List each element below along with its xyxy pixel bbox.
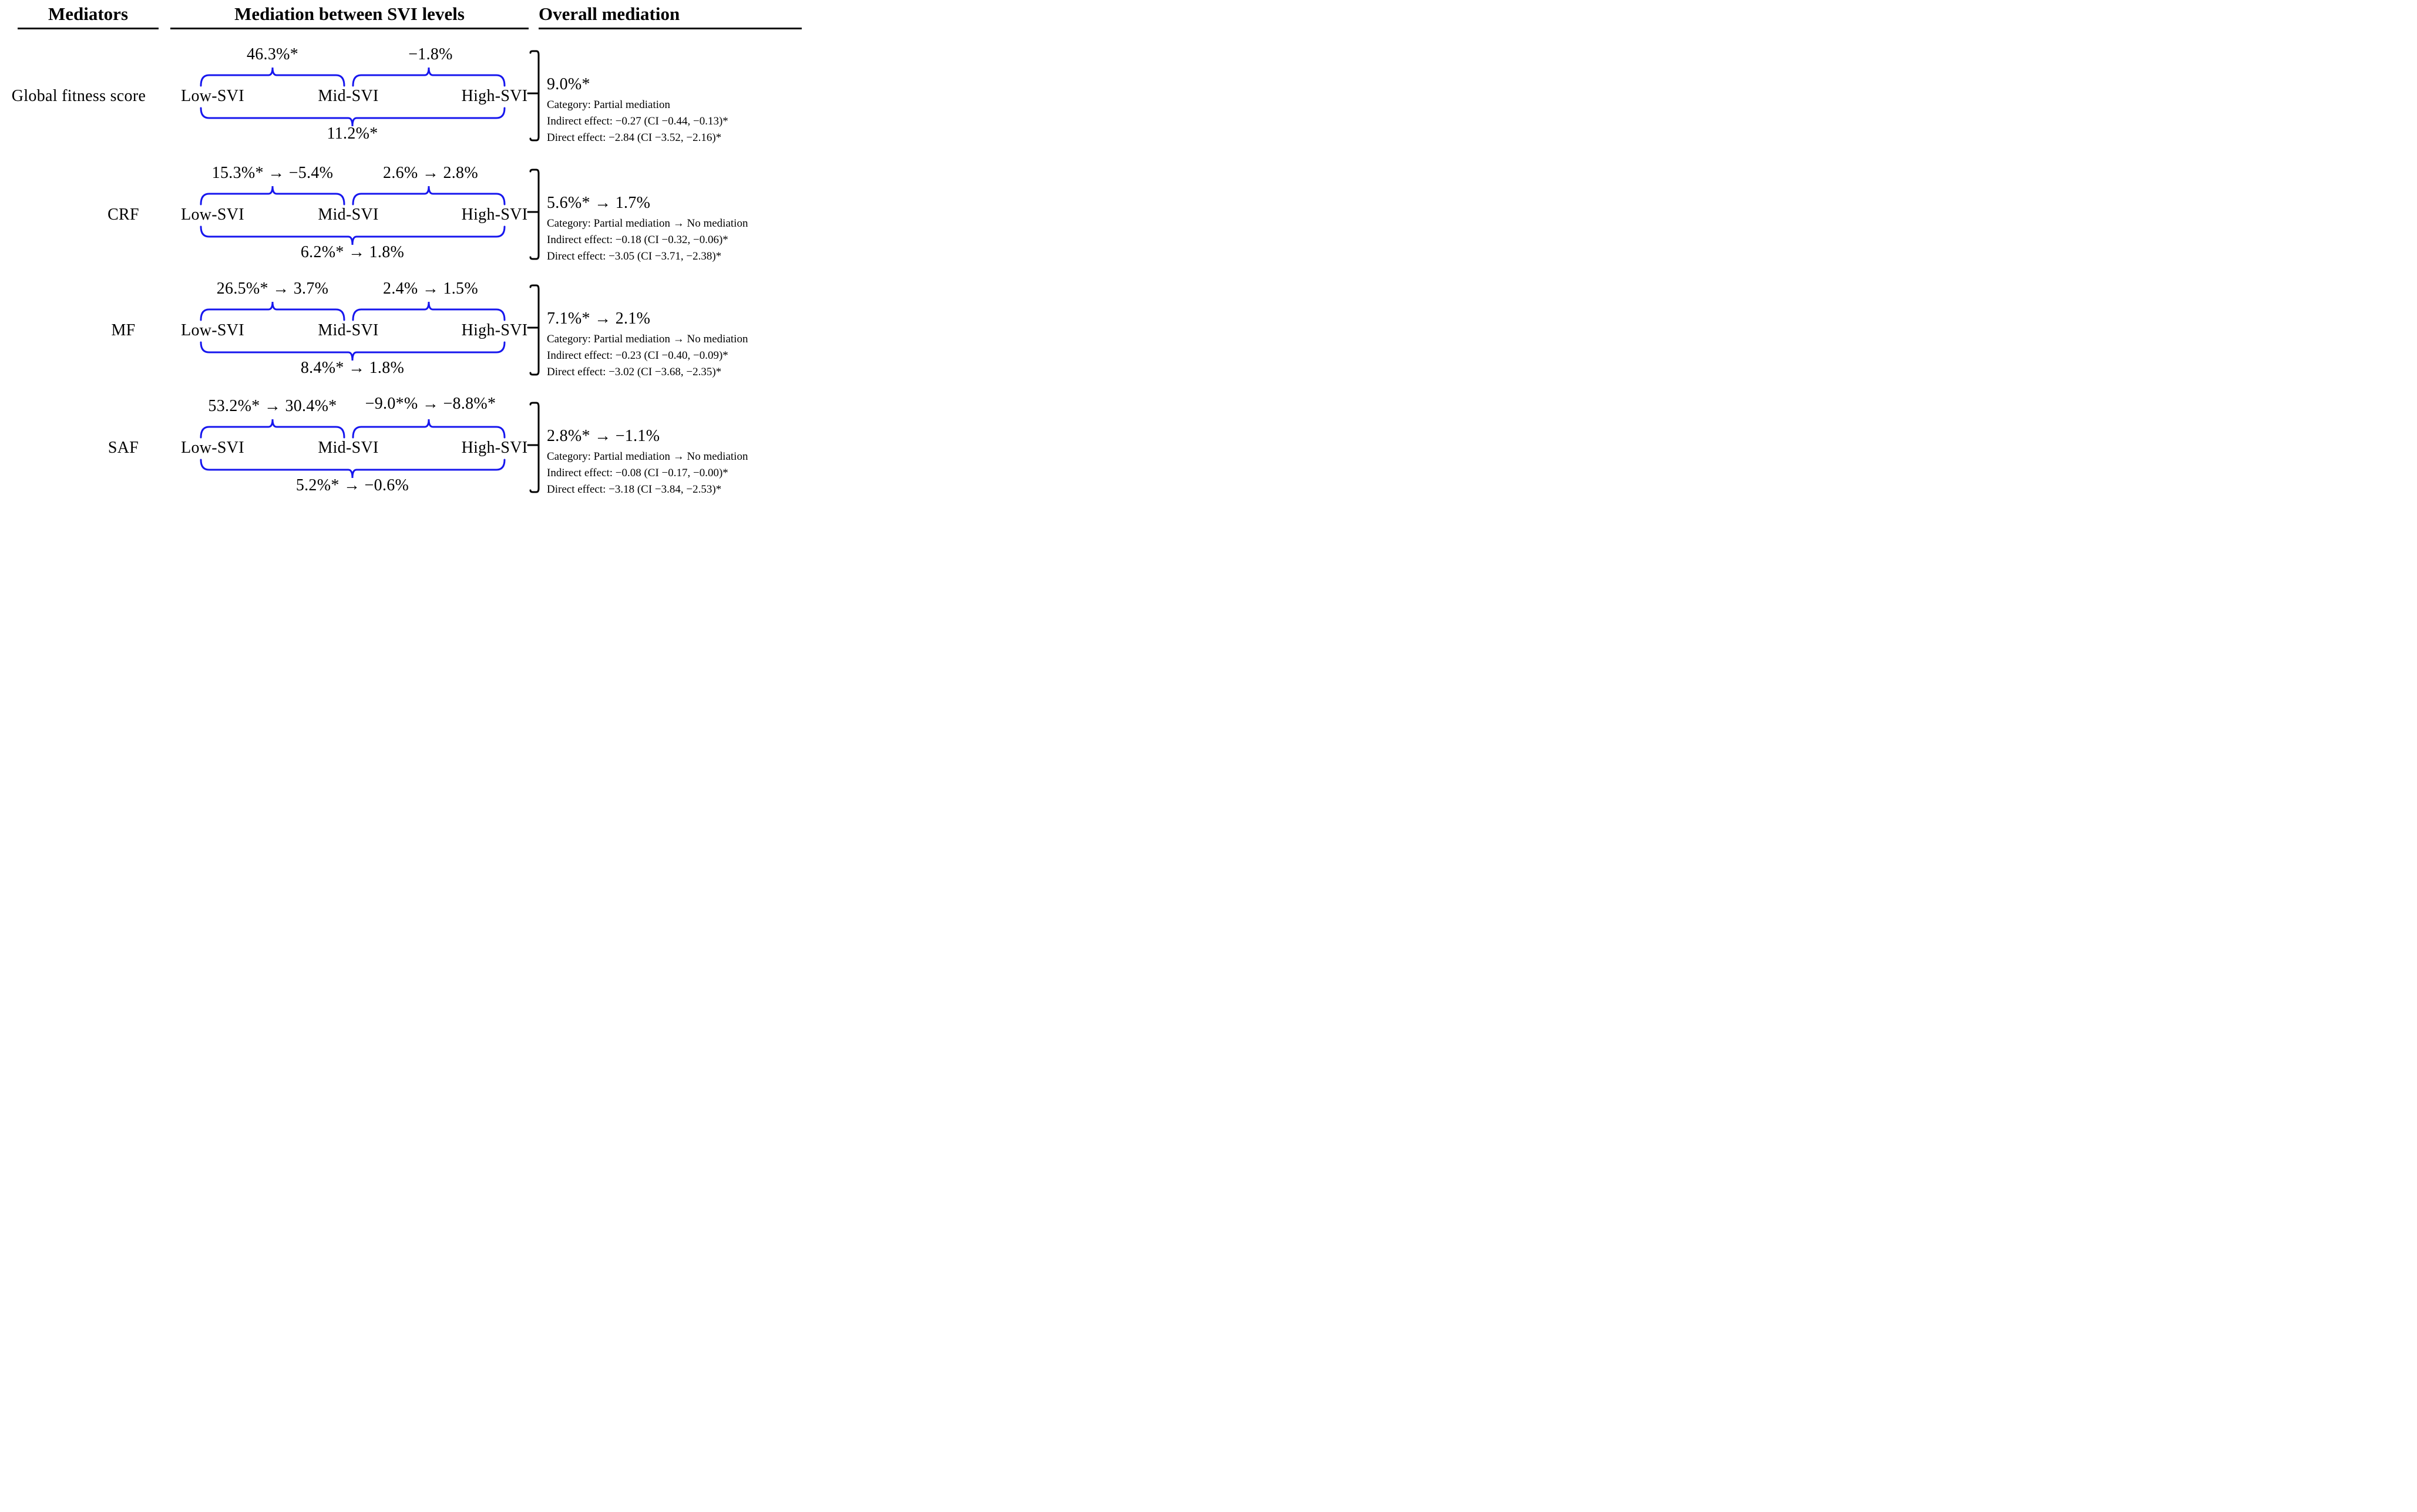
direct-effect-line: Direct effect: −3.18 (CI −3.84, −2.53)*: [547, 483, 722, 496]
svi-level-low: Low-SVI: [181, 87, 244, 105]
underbrace-low-high-icon: [200, 459, 506, 479]
overbrace-mid-high-icon: [352, 67, 506, 87]
overbrace-mid-high-icon: [352, 419, 506, 439]
underbrace-low-high-icon: [200, 341, 506, 361]
overall-underline: [539, 28, 802, 29]
low-mid-percentage: 15.3%* → −5.4%: [211, 164, 334, 182]
category-line: Category: Partial mediation → No mediati…: [547, 450, 748, 463]
overall-percentage: 9.0%*: [547, 75, 590, 93]
low-high-percentage: 11.2%*: [327, 124, 378, 143]
svi-level-low: Low-SVI: [181, 206, 244, 224]
mediation-row-global-fitness: Global fitness score 46.3%* −1.8% Low-SV…: [0, 43, 806, 149]
category-line: Category: Partial mediation → No mediati…: [547, 217, 748, 230]
mediator-label: Global fitness score: [11, 87, 146, 105]
overbrace-mid-high-icon: [352, 186, 506, 206]
indirect-effect-line: Indirect effect: −0.27 (CI −0.44, −0.13)…: [547, 115, 728, 127]
mediators-underline: [18, 28, 159, 29]
mediation-row-crf: CRF 15.3%* → −5.4% 2.6% → 2.8% Low-SVI M…: [0, 161, 806, 267]
column-header-overall: Overall mediation: [539, 4, 680, 24]
overall-bracket-icon: [527, 169, 540, 260]
low-high-percentage: 6.2%* → 1.8%: [300, 243, 405, 261]
mediator-label: CRF: [107, 206, 139, 224]
overbrace-low-mid-icon: [200, 67, 345, 87]
mediation-underline: [170, 28, 529, 29]
mid-high-percentage: 2.6% → 2.8%: [383, 164, 478, 182]
svi-level-mid: Mid-SVI: [318, 87, 379, 105]
svi-level-high: High-SVI: [461, 87, 528, 105]
direct-effect-line: Direct effect: −3.02 (CI −3.68, −2.35)*: [547, 366, 722, 378]
svi-level-mid: Mid-SVI: [318, 321, 379, 339]
overall-percentage: 7.1%* → 2.1%: [547, 309, 651, 328]
overall-bracket-icon: [527, 284, 540, 376]
overall-details: Category: Partial mediation Indirect eff…: [547, 97, 728, 146]
mid-high-percentage: −9.0*% → −8.8%*: [365, 395, 496, 413]
overbrace-low-mid-icon: [200, 419, 345, 439]
overall-bracket-icon: [527, 50, 540, 142]
svi-level-mid: Mid-SVI: [318, 439, 379, 457]
mediation-row-mf: MF 26.5%* → 3.7% 2.4% → 1.5% Low-SVI Mid…: [0, 277, 806, 383]
overall-percentage: 2.8%* → −1.1%: [547, 427, 660, 445]
underbrace-low-high-icon: [200, 107, 506, 127]
low-mid-percentage: 46.3%*: [246, 45, 299, 63]
mediation-row-saf: SAF 53.2%* → 30.4%* −9.0*% → −8.8%* Low-…: [0, 395, 806, 500]
overall-percentage: 5.6%* → 1.7%: [547, 194, 651, 212]
overbrace-low-mid-icon: [200, 301, 345, 321]
svi-level-low: Low-SVI: [181, 439, 244, 457]
overall-details: Category: Partial mediation → No mediati…: [547, 215, 748, 265]
mediator-label: MF: [111, 321, 136, 339]
low-high-percentage: 8.4%* → 1.8%: [300, 359, 405, 377]
indirect-effect-line: Indirect effect: −0.08 (CI −0.17, −0.00)…: [547, 467, 728, 479]
overall-bracket-icon: [527, 402, 540, 493]
mediator-label: SAF: [107, 439, 139, 457]
overbrace-mid-high-icon: [352, 301, 506, 321]
direct-effect-line: Direct effect: −2.84 (CI −3.52, −2.16)*: [547, 132, 722, 144]
low-mid-percentage: 53.2%* → 30.4%*: [208, 397, 337, 415]
low-high-percentage: 5.2%* → −0.6%: [295, 476, 409, 494]
svi-level-high: High-SVI: [461, 439, 528, 457]
indirect-effect-line: Indirect effect: −0.23 (CI −0.40, −0.09)…: [547, 349, 728, 362]
mid-high-percentage: 2.4% → 1.5%: [383, 279, 478, 298]
category-line: Category: Partial mediation → No mediati…: [547, 333, 748, 345]
direct-effect-line: Direct effect: −3.05 (CI −3.71, −2.38)*: [547, 250, 722, 262]
svi-level-high: High-SVI: [461, 206, 528, 224]
indirect-effect-line: Indirect effect: −0.18 (CI −0.32, −0.06)…: [547, 234, 728, 246]
overbrace-low-mid-icon: [200, 186, 345, 206]
svi-level-high: High-SVI: [461, 321, 528, 339]
column-header-mediators: Mediators: [48, 4, 129, 24]
column-header-mediation: Mediation between SVI levels: [234, 4, 465, 24]
category-line: Category: Partial mediation: [547, 99, 671, 111]
underbrace-low-high-icon: [200, 225, 506, 245]
mid-high-percentage: −1.8%: [408, 45, 453, 63]
overall-details: Category: Partial mediation → No mediati…: [547, 449, 748, 498]
overall-details: Category: Partial mediation → No mediati…: [547, 331, 748, 380]
low-mid-percentage: 26.5%* → 3.7%: [216, 279, 329, 298]
figure-page: { "figure": { "headers": { "mediators": …: [0, 0, 806, 504]
svi-level-mid: Mid-SVI: [318, 206, 379, 224]
svi-level-low: Low-SVI: [181, 321, 244, 339]
